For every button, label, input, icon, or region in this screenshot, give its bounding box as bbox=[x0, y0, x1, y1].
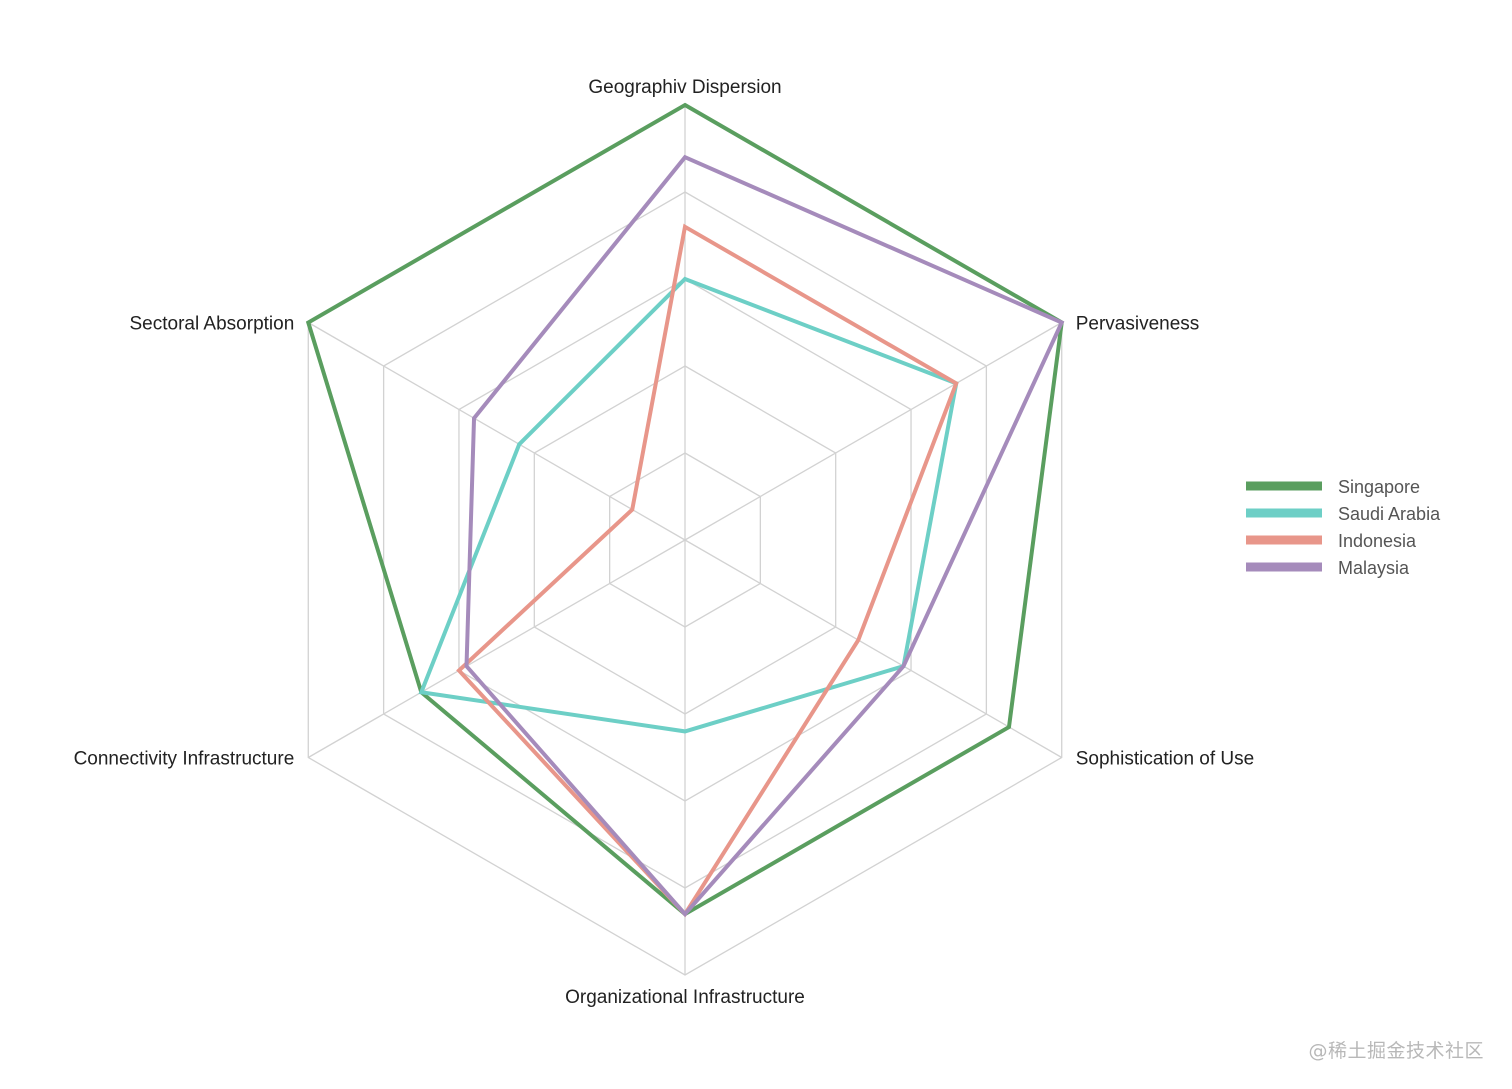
series-line-saudi-arabia bbox=[418, 276, 959, 734]
legend-label: Saudi Arabia bbox=[1338, 504, 1441, 524]
axis-spoke bbox=[684, 321, 1063, 541]
axis-label: Pervasiveness bbox=[1076, 314, 1200, 335]
axis-label: Sectoral Absorption bbox=[130, 314, 295, 335]
series-line-indonesia bbox=[456, 223, 959, 918]
axis-label: Organizational Infrastructure bbox=[565, 987, 805, 1008]
axis-spoke bbox=[307, 321, 686, 541]
axis-label: Connectivity Infrastructure bbox=[74, 749, 295, 770]
axis-spoke bbox=[307, 539, 686, 759]
legend-label: Indonesia bbox=[1338, 531, 1417, 551]
legend-label: Malaysia bbox=[1338, 558, 1410, 578]
legend: Singapore Saudi Arabia Indonesia Malaysia bbox=[1246, 477, 1441, 578]
radar-series bbox=[305, 102, 1065, 918]
axis-label: Geographiv Dispersion bbox=[588, 77, 781, 98]
series-line-malaysia bbox=[464, 154, 1065, 918]
axis-label: Sophistication of Use bbox=[1076, 749, 1255, 770]
axis-labels: Geographiv Dispersion Pervasiveness Sophis… bbox=[74, 77, 1255, 1008]
watermark-text: @稀土掘金技术社区 bbox=[1308, 1040, 1484, 1062]
legend-label: Singapore bbox=[1338, 477, 1420, 497]
axis-spoke bbox=[684, 539, 1063, 759]
